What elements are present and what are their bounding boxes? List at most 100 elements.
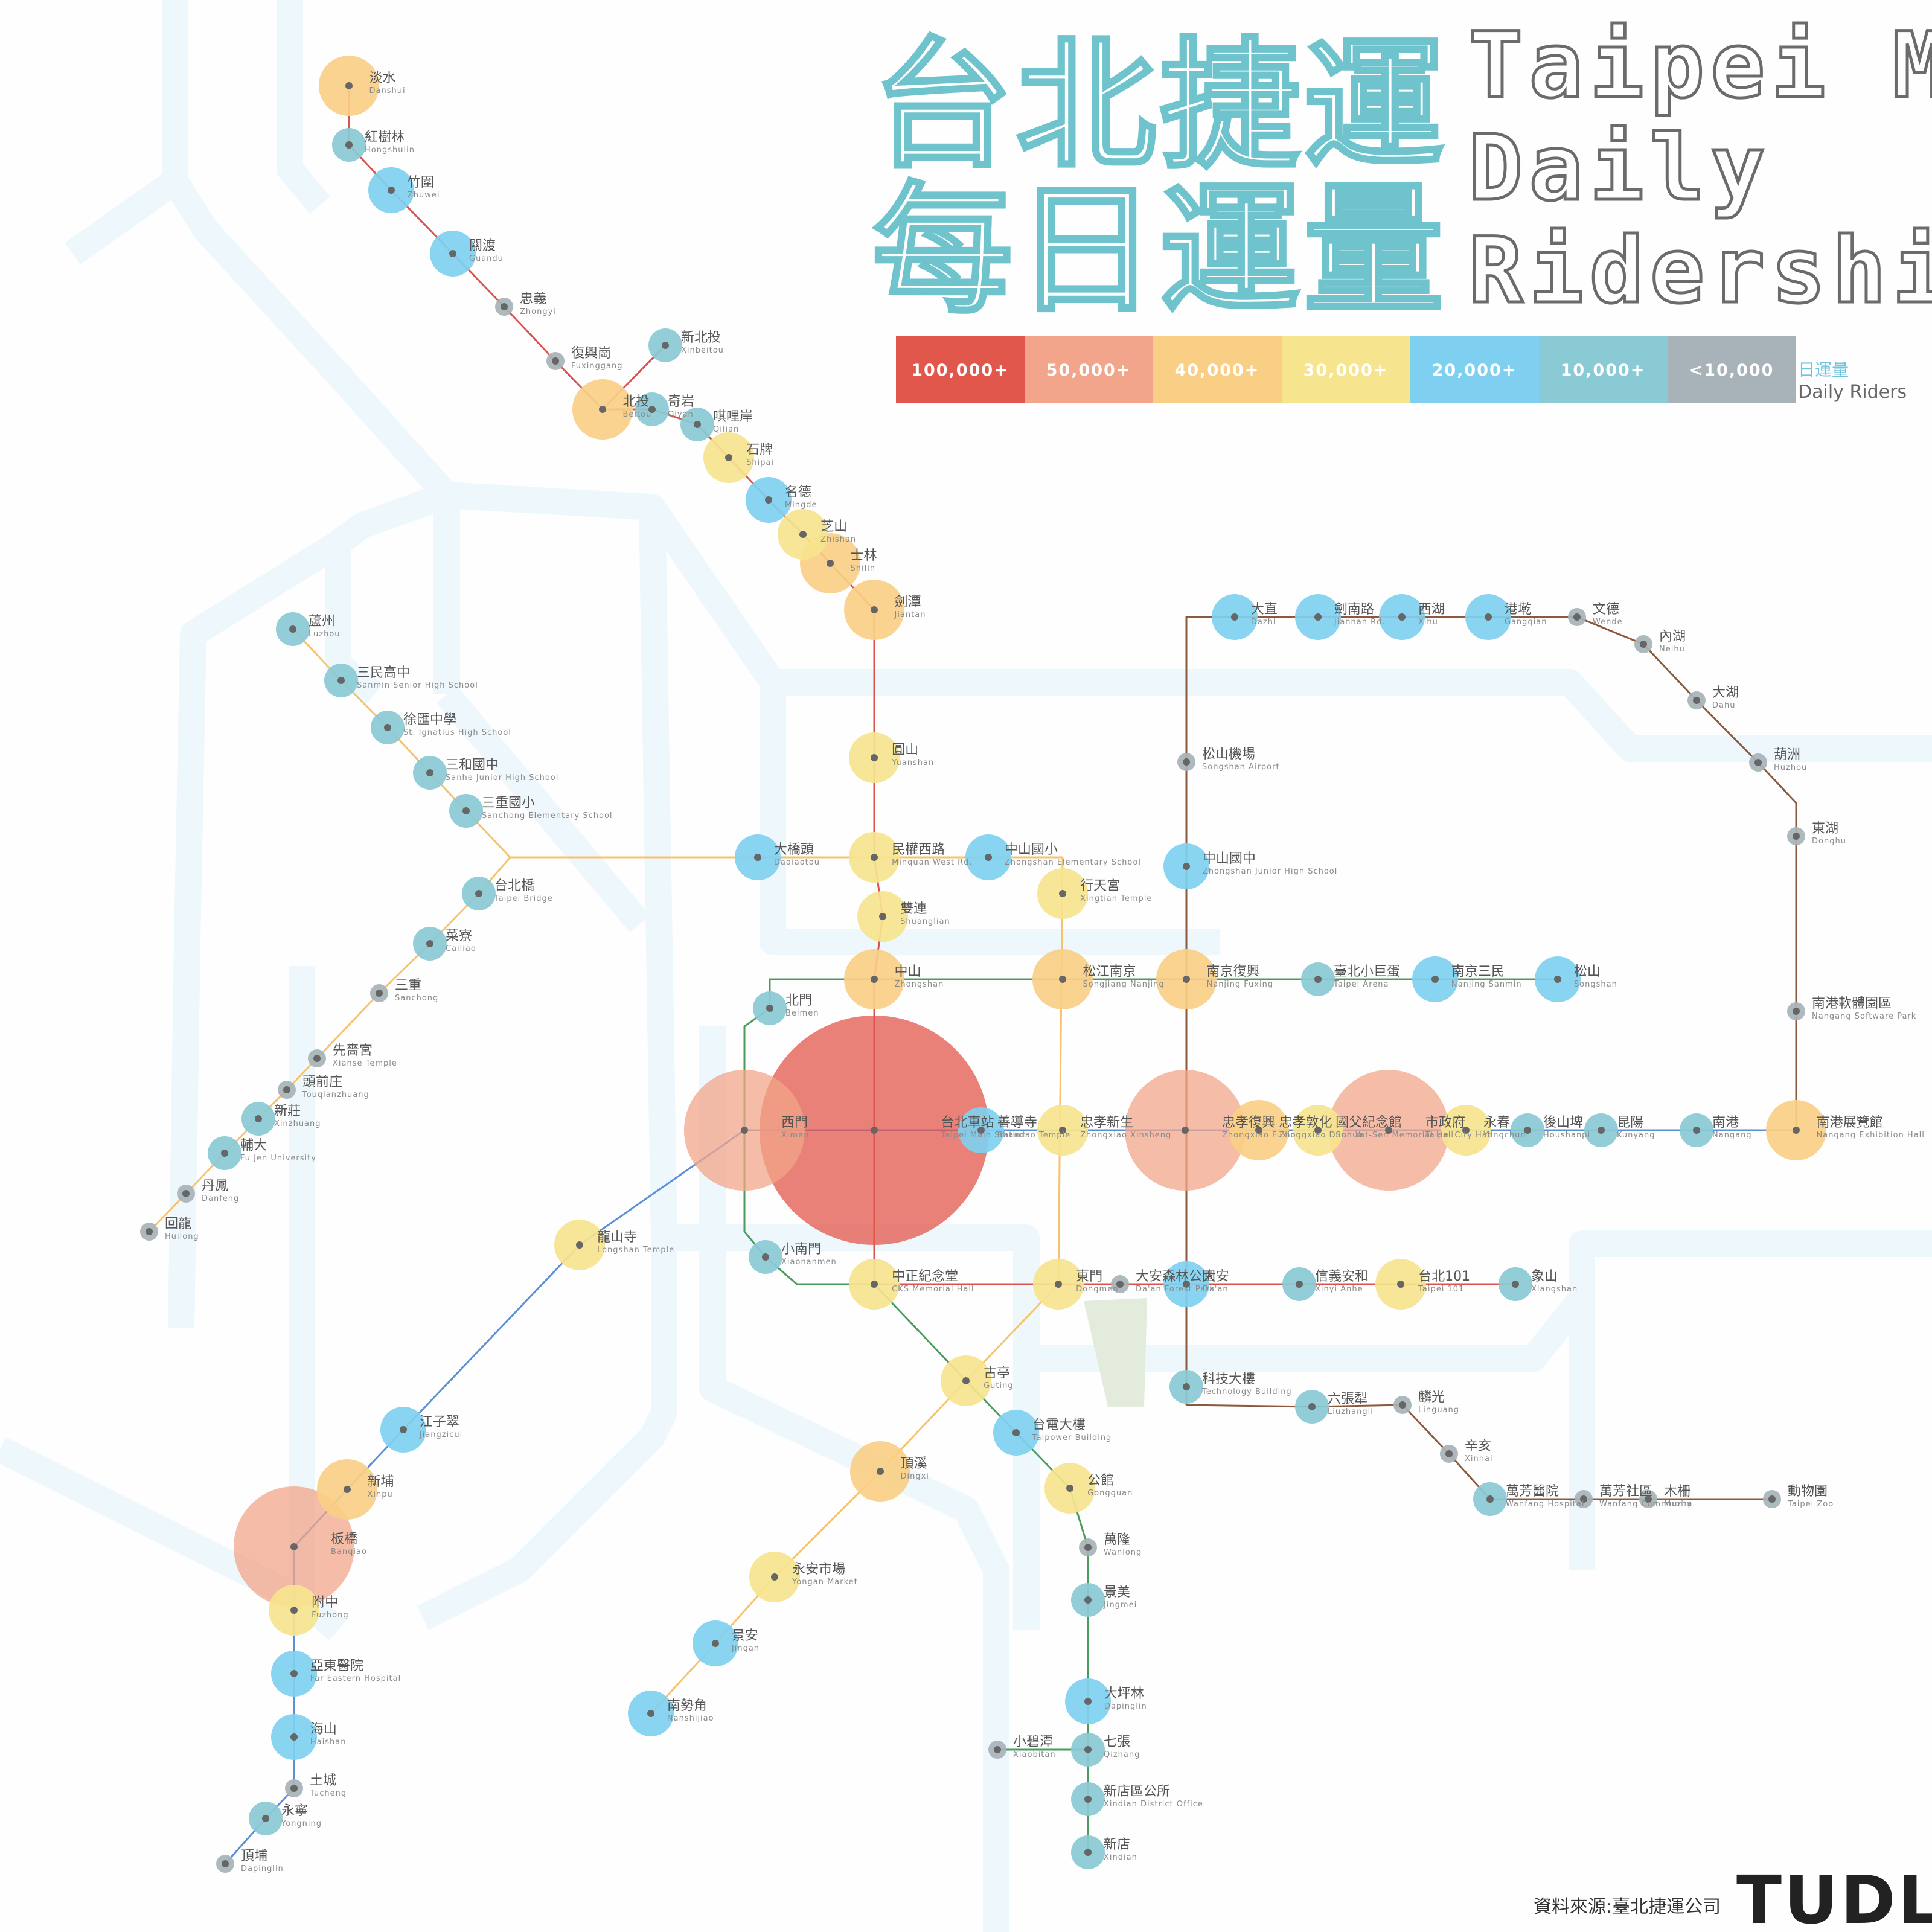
station-name-zh: 七張 (1104, 1735, 1130, 1750)
station-name-zh: 南京三民 (1451, 964, 1505, 979)
station-dot (1183, 1281, 1190, 1288)
legend-swatch-5 (1539, 336, 1668, 403)
station-name-en: Beimen (785, 1009, 819, 1018)
station-name-en: Shuanglian (900, 917, 950, 926)
station-name-zh: 忠孝新生 (1080, 1115, 1133, 1130)
station-dot (1059, 1127, 1066, 1134)
station-name-en: Taipei Zoo (1787, 1500, 1834, 1509)
legend-swatch-6 (1668, 336, 1796, 403)
station-dot (576, 1241, 583, 1249)
station-dot (871, 1127, 878, 1134)
station-name-zh: 江子翠 (420, 1415, 459, 1430)
station-name-en: Technology Building (1201, 1387, 1292, 1396)
station-name-en: Far Eastern Hospital (310, 1674, 401, 1683)
station-name-en: Qilian (713, 425, 739, 434)
station-name-zh: 萬芳醫院 (1506, 1484, 1559, 1499)
station-name-zh: 新店區公所 (1104, 1784, 1170, 1799)
station-name-en: Fuxinggang (571, 362, 623, 371)
station-dot (1793, 833, 1800, 840)
station-name-zh: 唭哩岸 (713, 409, 753, 424)
station-name-zh: 回龍 (165, 1217, 191, 1232)
station-dot (1296, 1281, 1303, 1288)
station-name-en: Danfeng (202, 1194, 239, 1203)
station-dot (1554, 976, 1561, 983)
station-name-zh: 蘆州 (309, 614, 335, 629)
station-name-zh: 昆陽 (1617, 1115, 1643, 1130)
station-name-en: Guandu (469, 254, 504, 263)
station-name-zh: 科技大樓 (1202, 1372, 1255, 1387)
station-name-zh: 頂溪 (901, 1456, 927, 1471)
station-dot (1084, 1849, 1092, 1856)
station-name-zh: 南港 (1712, 1115, 1739, 1130)
station-dot (552, 357, 559, 365)
station-dot (1693, 1127, 1700, 1134)
legend-label-2: 40,000+ (1175, 361, 1260, 380)
station-name-en: Neihu (1659, 645, 1685, 654)
station-dot (1255, 1127, 1262, 1134)
station-dot (871, 754, 878, 761)
station-dot (1398, 613, 1406, 621)
station-name-en: Nangang Software Park (1812, 1012, 1916, 1021)
station-name-en: Xinyi Anhe (1315, 1285, 1363, 1294)
title-en-line3: Ridership (1468, 219, 1932, 324)
station-name-en: Houshanpi (1543, 1131, 1590, 1140)
station-name-en: Beitou (623, 410, 652, 419)
station-dot (1314, 1127, 1322, 1134)
ridership-legend: 100,000+ 50,000+ 40,000+ 30,000+ 20,000+ 10,0… (896, 336, 1796, 403)
legend-swatch-3 (1282, 336, 1410, 403)
station-name-en: Nangang (1712, 1131, 1752, 1140)
station-name-zh: 西門 (781, 1115, 808, 1130)
station-dot (426, 769, 433, 776)
station-name-en: Wanfang Hospital (1506, 1500, 1584, 1509)
station-dot (1598, 1127, 1605, 1134)
station-name-zh: 劍南路 (1334, 602, 1374, 617)
station-name-en: Yuanshan (891, 758, 934, 767)
station-dot (1580, 1495, 1587, 1503)
station-name-zh: 菜寮 (446, 929, 472, 944)
station-name-zh: 北投 (623, 394, 650, 409)
station-name-zh: 丹鳳 (202, 1179, 228, 1194)
station-name-en: Shipai (746, 458, 774, 467)
station-name-en: Liuzhangli (1328, 1407, 1374, 1416)
station-dot (1116, 1281, 1124, 1288)
station-dot (384, 724, 391, 731)
station-name-en: Taipei Bridge (494, 894, 553, 903)
station-dot (376, 990, 383, 997)
station-name-zh: 萬芳社區 (1599, 1484, 1652, 1499)
station-name-zh: 內湖 (1659, 629, 1686, 644)
station-dot (962, 1377, 970, 1384)
brand-logo: TUDL (1736, 1861, 1932, 1932)
station-name-en: Sun Yat-Sen Memorial Hall (1335, 1131, 1454, 1140)
title-zh-line2: 每日運量 (872, 169, 1447, 332)
station-dot (1399, 1401, 1406, 1409)
station-name-en: Sanhe Junior High School (446, 773, 558, 782)
data-source: 資料來源:臺北捷運公司 (1534, 1896, 1721, 1918)
station-dot (694, 421, 701, 428)
station-name-en: Gangqian (1505, 618, 1547, 627)
station-name-en: Da'an Forest Park (1136, 1285, 1215, 1294)
station-name-zh: 徐匯中學 (403, 712, 456, 728)
station-name-en: Touqianzhuang (302, 1090, 369, 1099)
station-name-zh: 紅樹林 (365, 130, 405, 145)
station-name-en: Taipei City Hall (1425, 1131, 1493, 1140)
station-name-en: Dapinglin (241, 1864, 284, 1873)
station-dot (994, 1746, 1001, 1753)
station-name-en: Songshan Airport (1202, 763, 1280, 772)
station-name-zh: 永寧 (281, 1803, 308, 1818)
station-name-zh: 復興崗 (571, 346, 611, 361)
station-name-en: Haishan (310, 1738, 347, 1747)
station-name-en: Jiantan (894, 610, 926, 619)
station-dot (337, 677, 345, 684)
station-dot (599, 406, 606, 413)
station-dot (462, 807, 470, 814)
station-name-en: Nangang Exhibition Hall (1817, 1131, 1925, 1140)
station-dot (222, 1860, 229, 1867)
station-name-en: Da'an (1203, 1285, 1229, 1294)
station-name-zh: 三民高中 (357, 665, 410, 680)
station-name-en: Dapinglin (1104, 1702, 1147, 1711)
station-name-en: Sanchong (395, 994, 438, 1003)
station-name-en: Songshan (1574, 980, 1617, 989)
mrt-line-13 (1185, 616, 1797, 1405)
